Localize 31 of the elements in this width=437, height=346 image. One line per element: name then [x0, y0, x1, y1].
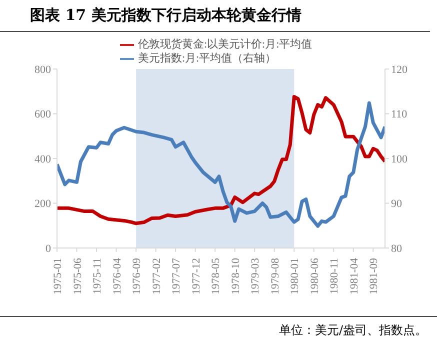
x-tick-label: 1977-07	[170, 258, 183, 295]
x-tick-label: 1975-11	[92, 258, 104, 294]
x-tick-label: 1979-03	[250, 258, 262, 295]
x-tick-label: 1981-09	[368, 258, 380, 295]
x-tick-label: 1978-10	[230, 258, 242, 295]
x-tick-label: 1980-01	[289, 258, 302, 295]
y-tick-label: 800	[34, 64, 52, 76]
y2-tick-label: 100	[391, 153, 408, 166]
x-tick-label: 1980-06	[308, 258, 321, 295]
x-tick-label: 1978-05	[210, 258, 222, 295]
text: 单位：美元/盎司、指数点。	[278, 322, 427, 339]
x-tick-label: 1977-02	[150, 258, 163, 295]
x-tick-label: 1981-04	[348, 258, 360, 295]
y2-tick-label: 80	[391, 242, 402, 255]
x-tick-label: 1977-12	[190, 258, 202, 295]
x-tick-label: 1976-04	[111, 258, 124, 295]
x-tick-label: 1975-01	[52, 258, 64, 295]
x-tick-label: 1979-08	[269, 258, 282, 295]
chart-title: 图表 17 美元指数下行启动本轮黄金行情	[0, 6, 430, 32]
y2-tick-label: 120	[391, 64, 408, 76]
y-tick-label: 0	[46, 242, 52, 255]
y-tick-label: 400	[34, 153, 52, 166]
legend-label: 伦敦现货黄金:以美元计价:月:平均值	[138, 38, 312, 51]
x-tick-label: 1975-06	[72, 258, 84, 295]
y2-tick-label: 90	[391, 198, 402, 210]
y-tick-label: 600	[34, 108, 52, 121]
legend-label: 美元指数:月:平均值（右轴）	[138, 52, 276, 65]
y2-tick-label: 110	[391, 108, 408, 121]
x-tick-label: 1980-11	[328, 258, 341, 294]
x-tick-label: 1976-09	[131, 258, 144, 295]
y-tick-label: 200	[34, 198, 52, 210]
